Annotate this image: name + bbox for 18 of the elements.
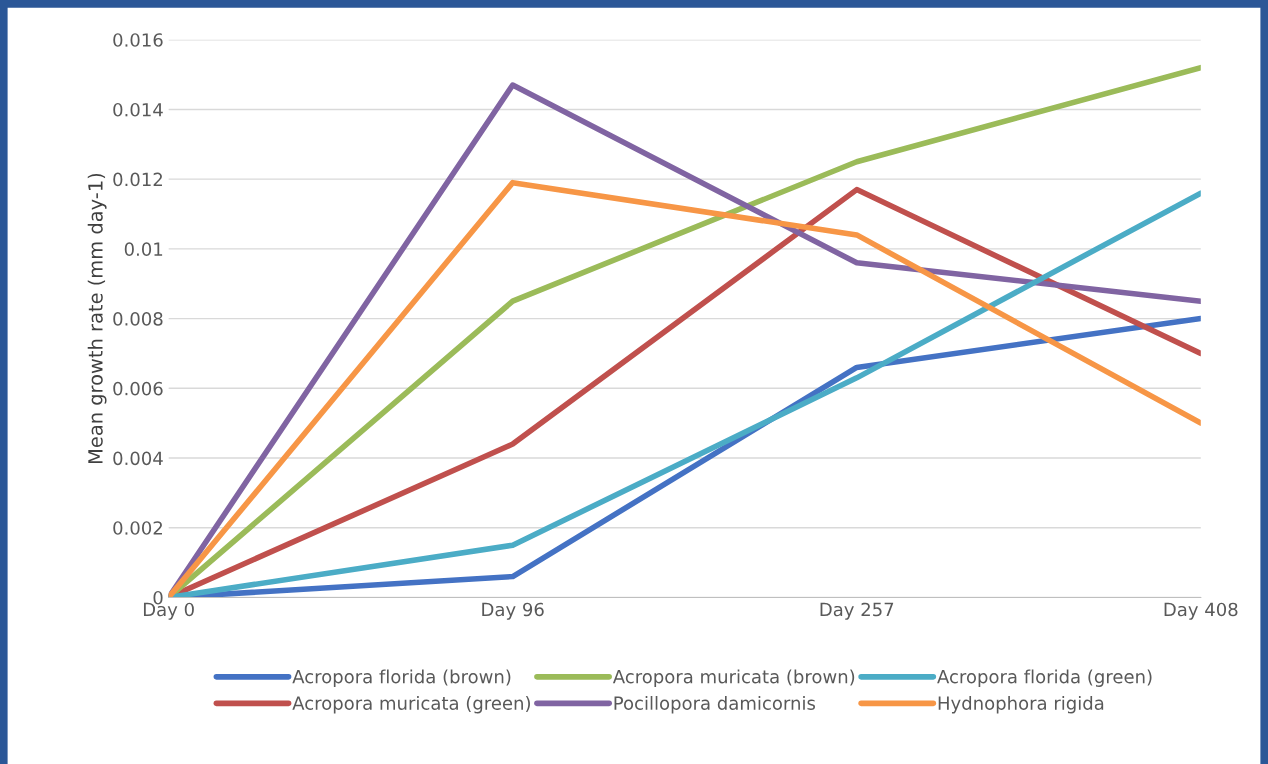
x-tick-label: Day 408 bbox=[1164, 602, 1238, 620]
y-tick-label: 0.014 bbox=[113, 102, 163, 117]
legend-label: Acropora florida (brown) bbox=[292, 669, 511, 687]
y-tick-label: 0.004 bbox=[113, 451, 163, 466]
legend-label: Pocillopora damicornis bbox=[614, 695, 816, 714]
y-tick-label: 0.01 bbox=[124, 242, 163, 256]
y-tick-label: 0.008 bbox=[113, 312, 163, 326]
y-tick-label: 0.012 bbox=[113, 172, 162, 187]
legend-label: Hydnophora rigida bbox=[938, 695, 1104, 714]
x-tick-label: Day 96 bbox=[482, 602, 544, 620]
x-tick-label: Day 257 bbox=[820, 602, 894, 620]
legend-label: Acropora florida (green) bbox=[937, 669, 1152, 687]
y-tick-label: 0.006 bbox=[113, 381, 163, 396]
y-axis-title: Mean growth rate (mm day-1) bbox=[87, 173, 107, 464]
y-tick-label: 0.002 bbox=[113, 521, 162, 535]
legend-label: Acropora muricata (brown) bbox=[612, 669, 855, 687]
legend-label: Acropora muricata (green) bbox=[292, 695, 530, 714]
y-tick-label: 0.016 bbox=[113, 33, 163, 47]
